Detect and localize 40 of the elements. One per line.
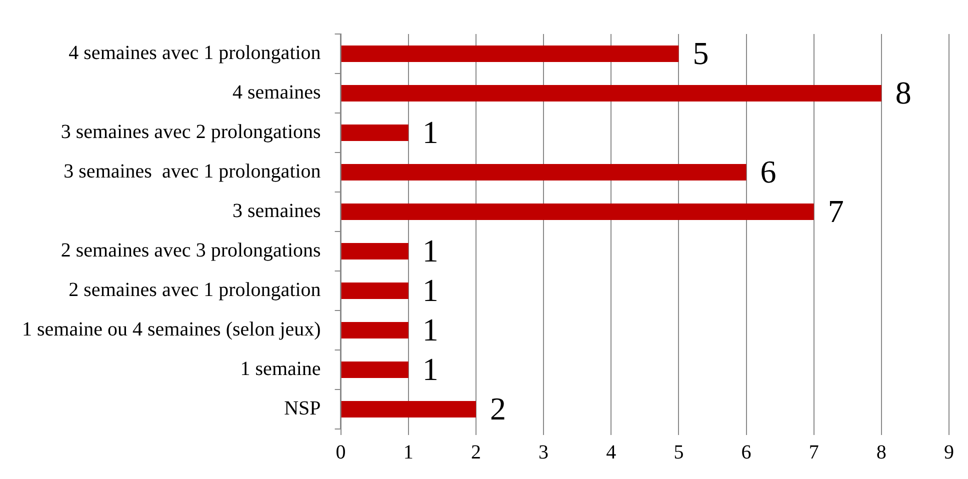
y-tick-label: 1 semaine ou 4 semaines (selon jeux) [22, 318, 321, 340]
x-tick-label: 9 [944, 441, 954, 464]
data-label: 1 [422, 114, 438, 150]
bar [341, 282, 408, 300]
y-tick-label: 1 semaine [240, 358, 321, 380]
y-tick-label: 4 semaines avec 1 prolongation [68, 42, 321, 64]
x-tick-label: 3 [538, 441, 549, 464]
data-label: 5 [692, 35, 709, 72]
bar [341, 84, 882, 102]
y-tick-label: NSP [284, 398, 321, 420]
data-label: 2 [490, 390, 506, 427]
y-tick-label: 3 semaines avec 2 prolongations [60, 121, 322, 143]
bar [341, 45, 679, 62]
bar [341, 164, 746, 181]
data-label: 8 [895, 74, 912, 111]
y-tick-label: 3 semaines avec 1 prolongation [64, 160, 321, 182]
bar [341, 242, 408, 260]
y-tick-label: 2 semaines avec 1 prolongation [68, 279, 321, 301]
bar [341, 322, 408, 339]
data-label: 6 [760, 154, 776, 190]
y-tick-label: 3 semaines [232, 200, 322, 222]
data-label: 7 [828, 193, 844, 230]
x-tick-label: 0 [336, 441, 346, 464]
data-label: 1 [422, 351, 438, 388]
data-label: 1 [422, 312, 438, 348]
x-tick-label: 4 [606, 441, 616, 464]
bar [341, 203, 814, 220]
bar [341, 361, 408, 378]
bar [341, 400, 476, 418]
x-tick-label: 1 [403, 441, 414, 464]
x-tick-label: 2 [470, 441, 481, 464]
x-tick-label: 5 [674, 441, 684, 464]
data-label: 1 [422, 272, 438, 308]
x-tick-label: 7 [808, 441, 819, 464]
data-label: 1 [422, 232, 438, 269]
x-tick-label: 8 [876, 441, 886, 464]
x-tick-label: 6 [741, 441, 752, 464]
y-tick-label: 2 semaines avec 3 prolongations [60, 240, 322, 262]
bar [341, 124, 408, 142]
y-tick-label: 4 semaines [232, 82, 322, 104]
